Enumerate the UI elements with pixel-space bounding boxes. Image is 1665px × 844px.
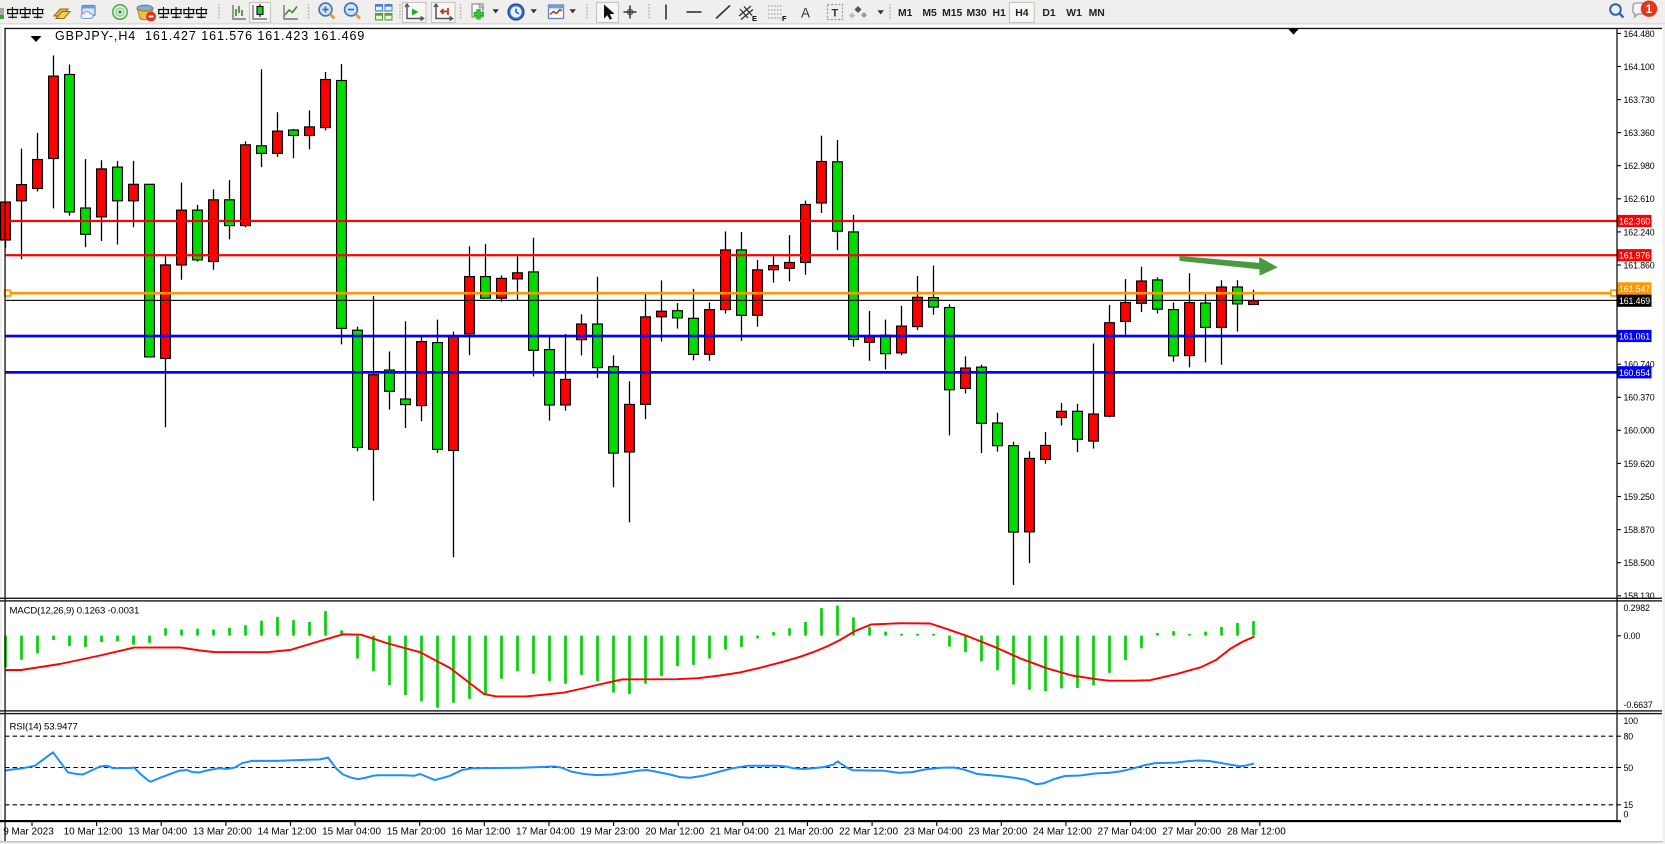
svg-text:M30: M30 [966, 8, 986, 19]
svg-text:161.547: 161.547 [1619, 284, 1650, 294]
svg-text:A: A [801, 6, 810, 21]
svg-text:15 Mar 20:00: 15 Mar 20:00 [387, 827, 446, 838]
svg-text:164.480: 164.480 [1624, 29, 1655, 39]
svg-text:100: 100 [1624, 716, 1639, 726]
svg-text:163.360: 163.360 [1624, 128, 1655, 138]
svg-text:15: 15 [1624, 800, 1634, 810]
svg-text:M1: M1 [898, 8, 913, 19]
svg-text:W1: W1 [1066, 8, 1082, 19]
svg-text:F: F [782, 14, 787, 23]
svg-text:24 Mar 12:00: 24 Mar 12:00 [1033, 827, 1092, 838]
svg-text:23 Mar 04:00: 23 Mar 04:00 [904, 827, 963, 838]
svg-text:M15: M15 [942, 8, 962, 19]
svg-text:17 Mar 04:00: 17 Mar 04:00 [516, 827, 575, 838]
svg-text:H4: H4 [1015, 8, 1029, 19]
svg-text:158.870: 158.870 [1624, 525, 1655, 535]
svg-text:160.370: 160.370 [1624, 393, 1655, 403]
svg-text:MN: MN [1089, 8, 1105, 19]
svg-text:28 Mar 12:00: 28 Mar 12:00 [1227, 827, 1286, 838]
svg-text:13 Mar 04:00: 13 Mar 04:00 [128, 827, 187, 838]
svg-text:0.00: 0.00 [1624, 631, 1641, 641]
svg-text:160.654: 160.654 [1619, 368, 1650, 378]
svg-text:161.061: 161.061 [1619, 332, 1650, 342]
svg-text:13 Mar 20:00: 13 Mar 20:00 [193, 827, 252, 838]
svg-text:-0.6637: -0.6637 [1624, 700, 1653, 710]
svg-text:E: E [752, 14, 757, 23]
svg-text:T: T [832, 8, 839, 20]
svg-text:MACD(12,26,9) 0.1263 -0.0031: MACD(12,26,9) 0.1263 -0.0031 [10, 606, 140, 617]
svg-text:161.469: 161.469 [1619, 296, 1650, 306]
svg-text:10 Mar 12:00: 10 Mar 12:00 [64, 827, 123, 838]
svg-text:80: 80 [1624, 732, 1634, 742]
svg-text:162.610: 162.610 [1624, 194, 1655, 204]
svg-text:0: 0 [1624, 809, 1629, 819]
svg-text:162.240: 162.240 [1624, 227, 1655, 237]
svg-text:159.250: 159.250 [1624, 492, 1655, 502]
svg-text:159.620: 159.620 [1624, 459, 1655, 469]
svg-text:162.980: 162.980 [1624, 161, 1655, 171]
svg-text:162.360: 162.360 [1619, 217, 1650, 227]
svg-text:19 Mar 23:00: 19 Mar 23:00 [581, 827, 640, 838]
svg-text:15 Mar 04:00: 15 Mar 04:00 [322, 827, 381, 838]
svg-text:9 Mar 2023: 9 Mar 2023 [3, 827, 54, 838]
svg-text:22 Mar 12:00: 22 Mar 12:00 [839, 827, 898, 838]
svg-text:D1: D1 [1042, 8, 1056, 19]
svg-text:161.860: 161.860 [1624, 260, 1655, 270]
svg-text:27 Mar 04:00: 27 Mar 04:00 [1098, 827, 1157, 838]
svg-text:0.2982: 0.2982 [1624, 603, 1651, 613]
svg-text:160.000: 160.000 [1624, 426, 1655, 436]
svg-text:21 Mar 20:00: 21 Mar 20:00 [774, 827, 833, 838]
svg-text:163.730: 163.730 [1624, 95, 1655, 105]
svg-text:GBPJPY-,H4 161.427 161.576 16: GBPJPY-,H4 161.427 161.576 161.423 161.4… [55, 29, 365, 43]
svg-text:M5: M5 [922, 8, 937, 19]
svg-text:160.740: 160.740 [1624, 360, 1655, 370]
svg-text:21 Mar 04:00: 21 Mar 04:00 [710, 827, 769, 838]
svg-text:23 Mar 20:00: 23 Mar 20:00 [968, 827, 1027, 838]
svg-text:50: 50 [1624, 763, 1634, 773]
svg-text:158.130: 158.130 [1624, 591, 1655, 601]
svg-text:16 Mar 12:00: 16 Mar 12:00 [451, 827, 510, 838]
svg-text:RSI(14) 53.9477: RSI(14) 53.9477 [10, 722, 78, 733]
svg-text:1: 1 [1646, 4, 1653, 16]
svg-text:164.100: 164.100 [1624, 62, 1655, 72]
svg-text:14 Mar 12:00: 14 Mar 12:00 [258, 827, 317, 838]
svg-text:20 Mar 12:00: 20 Mar 12:00 [645, 827, 704, 838]
svg-text:161.976: 161.976 [1619, 251, 1650, 261]
svg-text:H1: H1 [993, 8, 1007, 19]
svg-text:158.500: 158.500 [1624, 558, 1655, 568]
svg-text:27 Mar 20:00: 27 Mar 20:00 [1162, 827, 1221, 838]
